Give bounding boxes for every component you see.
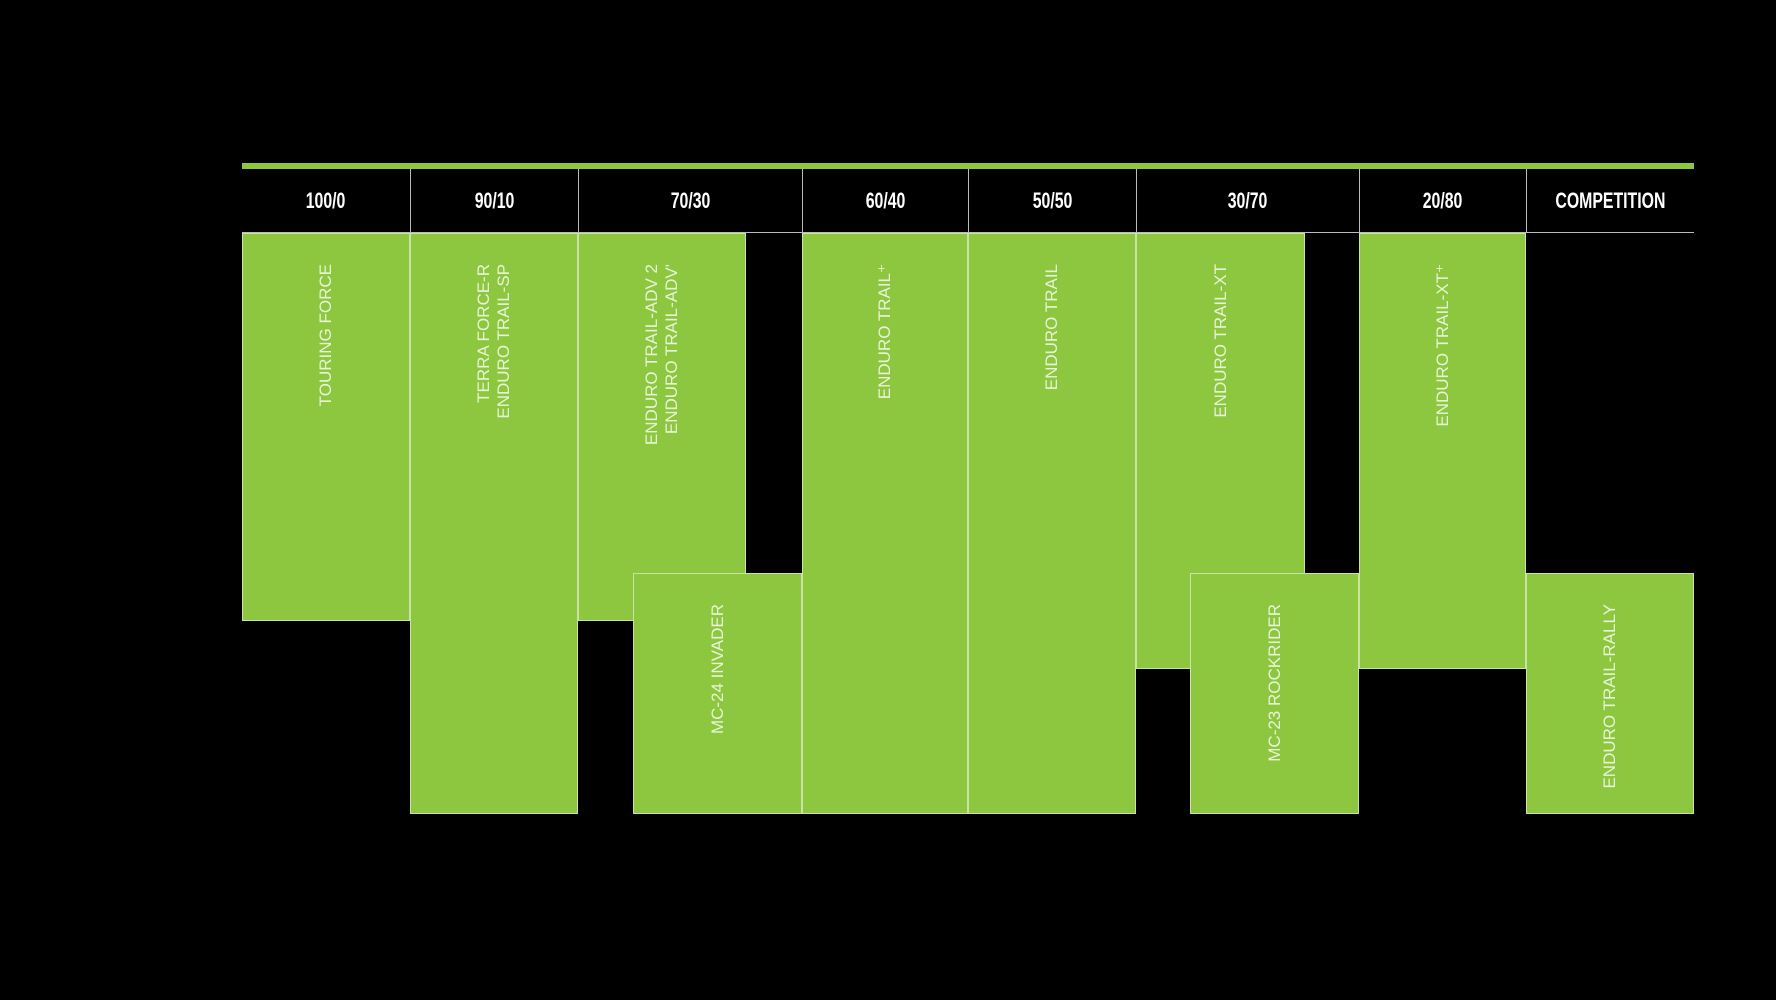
product-label: MC-24 INVADER	[708, 604, 728, 734]
product-label: ENDURO TRAIL-XT⁺	[1433, 264, 1453, 427]
column-header: 100/0	[242, 169, 410, 233]
column-header: 60/40	[802, 169, 968, 233]
product-block: ENDURO TRAIL-RALLY	[1526, 573, 1694, 814]
product-block: MC-24 INVADER	[633, 573, 802, 814]
product-block: ENDURO TRAIL⁺	[802, 233, 968, 814]
product-label: ENDURO TRAIL-XT	[1211, 264, 1231, 418]
product-label: MC-23 ROCKRIDER	[1265, 604, 1285, 762]
product-label: ENDURO TRAIL	[1042, 264, 1062, 390]
product-name: ENDURO TRAIL	[1042, 264, 1061, 391]
column-header: 20/80	[1359, 169, 1526, 233]
column-header: 90/10	[410, 169, 578, 233]
product-name: MC-24 INVADER	[707, 604, 727, 735]
product-label: ENDURO TRAIL-RALLY	[1600, 604, 1620, 789]
product-name: ENDURO TRAIL-XT	[1210, 264, 1230, 418]
product-block: MC-23 ROCKRIDER	[1190, 573, 1359, 814]
product-block: ENDURO TRAIL-XT⁺	[1359, 233, 1526, 669]
column-header-label: 100/0	[306, 188, 346, 213]
column-header-label: 70/30	[670, 188, 711, 213]
product-name: TERRA FORCE-R	[474, 264, 493, 403]
column-header: 50/50	[968, 169, 1136, 233]
product-block: TOURING FORCE	[242, 233, 410, 621]
column-header-label: 90/10	[474, 188, 515, 213]
header-divider	[242, 232, 1694, 233]
top-accent-bar	[242, 163, 1694, 169]
column-header-label: 60/40	[865, 188, 906, 213]
product-label: ENDURO TRAIL⁺	[875, 264, 895, 399]
product-name: ENDURO TRAIL-SP	[494, 264, 513, 419]
product-label: TERRA FORCE-R ENDURO TRAIL-SP	[474, 264, 514, 419]
product-name: ENDURO TRAIL-ADV'	[662, 264, 681, 435]
column-header: COMPETITION	[1526, 169, 1694, 233]
product-name: ENDURO TRAIL⁺	[875, 264, 894, 400]
product-block: ENDURO TRAIL-ADV 2 ENDURO TRAIL-ADV'	[578, 233, 746, 621]
product-name: ENDURO TRAIL-RALLY	[1600, 604, 1619, 789]
column-header-label: COMPETITION	[1555, 188, 1666, 213]
product-block: TERRA FORCE-R ENDURO TRAIL-SP	[410, 233, 578, 814]
column-header-label: 20/80	[1423, 188, 1463, 213]
column-header-label: 50/50	[1032, 188, 1073, 213]
column-header-label: 30/70	[1228, 188, 1268, 213]
product-name: ENDURO TRAIL-XT⁺	[1432, 264, 1452, 427]
product-label: ENDURO TRAIL-ADV 2 ENDURO TRAIL-ADV'	[642, 264, 682, 445]
product-name: TOURING FORCE	[316, 264, 335, 407]
column-header: 70/30	[578, 169, 802, 233]
product-name: ENDURO TRAIL-ADV 2	[642, 264, 661, 446]
product-label: TOURING FORCE	[316, 264, 336, 406]
product-block: ENDURO TRAIL	[968, 233, 1136, 814]
product-name: MC-23 ROCKRIDER	[1264, 604, 1284, 762]
column-header: 30/70	[1136, 169, 1359, 233]
